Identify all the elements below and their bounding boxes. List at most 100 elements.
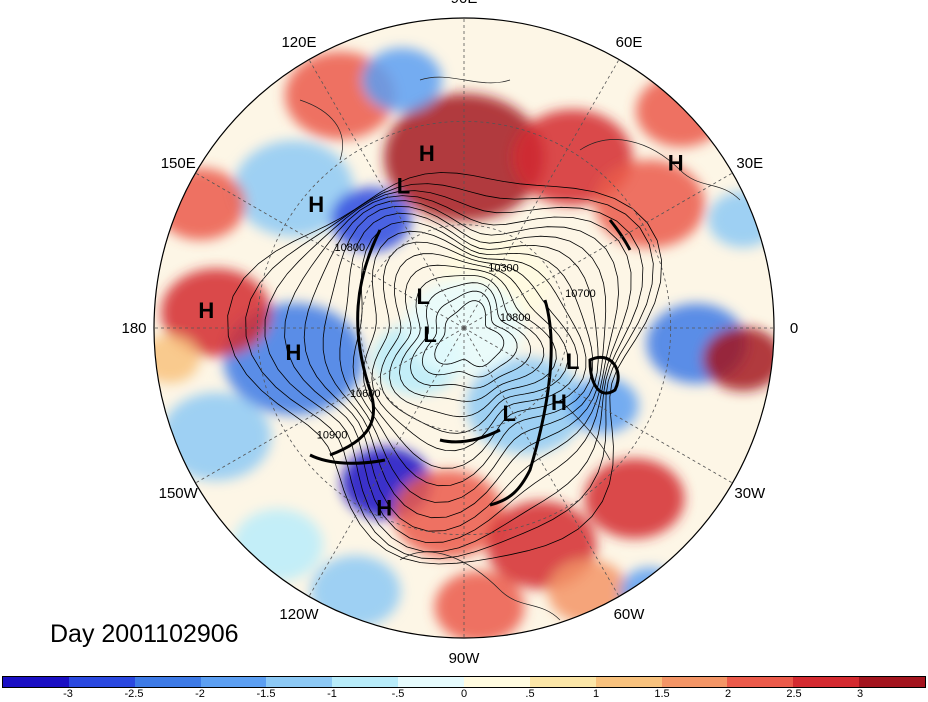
- jet-contour: [608, 219, 632, 251]
- meridian-line: [308, 327, 465, 597]
- high-pressure-label: H: [376, 495, 392, 520]
- contour-label: 10700: [565, 288, 596, 300]
- colorbar-segment: [793, 677, 860, 687]
- height-contour: [264, 190, 644, 553]
- meridian-line: [463, 327, 620, 597]
- longitude-label: 90E: [451, 0, 478, 7]
- anomaly-patch: [233, 140, 354, 237]
- low-pressure-label: L: [397, 173, 410, 198]
- colorbar-tick-label: -3: [63, 688, 73, 700]
- colorbar-segment: [595, 677, 662, 687]
- coastline: [579, 139, 741, 201]
- coastline: [419, 76, 511, 84]
- anomaly-patch: [708, 191, 774, 248]
- longitude-label: 150E: [161, 155, 196, 172]
- anomaly-patch: [568, 377, 639, 434]
- anomaly-patch: [362, 48, 442, 112]
- colorbar-segment: [727, 677, 794, 687]
- colorbar: [2, 676, 926, 688]
- high-pressure-label: H: [551, 390, 567, 415]
- height-contour: [362, 230, 587, 469]
- anomaly-patch: [393, 470, 504, 558]
- colorbar-tick-label: 0: [460, 688, 468, 700]
- colorbar-segment: [398, 677, 465, 687]
- longitude-label: 120W: [279, 606, 319, 623]
- anomaly-patch: [703, 327, 774, 391]
- height-contour: [284, 195, 632, 543]
- coastline: [299, 99, 343, 161]
- colorbar-tick-label: -1.5: [256, 688, 276, 700]
- anomaly-patch: [636, 75, 726, 147]
- anomaly-patch: [154, 335, 200, 383]
- anomaly-patch: [310, 555, 401, 628]
- height-contours: [227, 172, 663, 565]
- longitude-label: 60W: [614, 606, 646, 623]
- colorbar-segment: [266, 677, 333, 687]
- colorbar-segment: [529, 677, 596, 687]
- colorbar-tick-label: -1: [327, 688, 337, 700]
- height-contour: [339, 212, 599, 503]
- low-pressure-label: L: [423, 322, 436, 347]
- longitude-label: 90W: [449, 650, 481, 667]
- anomaly-field: [154, 18, 774, 638]
- longitude-label: 120E: [281, 34, 316, 51]
- anomaly-patch: [512, 109, 633, 206]
- anomaly-patch: [584, 458, 685, 539]
- jet-contour: [588, 355, 620, 395]
- anomaly-patch: [155, 168, 246, 240]
- height-contour: [409, 282, 532, 389]
- longitude-label: 30E: [736, 155, 763, 172]
- jet-contour: [309, 453, 386, 465]
- meridian-line: [195, 327, 465, 484]
- anomaly-patch: [595, 160, 705, 248]
- colorbar-segment: [68, 677, 135, 687]
- colorbar-tick-label: -.5: [391, 688, 405, 700]
- colorbar-tick-label: .5: [525, 688, 535, 700]
- meridian-line: [463, 59, 620, 329]
- height-contour: [245, 183, 654, 560]
- colorbar-tick-label: -2: [195, 688, 205, 700]
- meridian-line: [463, 327, 733, 484]
- high-pressure-label: H: [668, 151, 684, 176]
- anomaly-patch: [331, 187, 411, 252]
- longitude-labels: 90E 60E 30E 0 30W 60W 90W 120W 150W 180 150E 120E: [121, 0, 798, 667]
- height-contour: [380, 253, 569, 434]
- colorbar-segment: [332, 677, 399, 687]
- anomaly-patch: [434, 571, 525, 638]
- coastlines: [299, 76, 741, 621]
- longitude-label: 30W: [734, 485, 766, 502]
- high-pressure-label: H: [198, 298, 214, 323]
- low-pressure-label: L: [503, 401, 516, 426]
- high-pressure-label: H: [286, 340, 302, 365]
- low-pressure-label: L: [566, 349, 579, 374]
- colorbar-segment: [661, 677, 728, 687]
- longitude-label: 0: [790, 320, 798, 337]
- colorbar-tick-label: 3: [856, 688, 864, 700]
- height-contour: [303, 200, 619, 532]
- anomaly-patch: [233, 509, 323, 581]
- contour-label: 10800: [500, 312, 531, 324]
- colorbar-tick-label: 2.5: [786, 688, 802, 700]
- longitude-label: 180: [121, 320, 146, 337]
- contour-label: 10800: [334, 242, 365, 254]
- height-contour: [371, 241, 579, 452]
- colorbar-tick-label: 2: [724, 688, 732, 700]
- contour-label: 10300: [488, 263, 519, 275]
- anomaly-patch: [161, 392, 271, 481]
- colorbar-tick-label: 1: [592, 688, 600, 700]
- colorbar-segment: [859, 677, 926, 687]
- contour-label: 10600: [350, 388, 381, 400]
- high-pressure-label: H: [419, 141, 435, 166]
- high-pressure-label: H: [308, 192, 324, 217]
- coastline: [559, 399, 611, 461]
- lat-lon-grid: [154, 18, 774, 638]
- longitude-label: 60E: [616, 34, 643, 51]
- colorbar-tick-label: -2.5: [124, 688, 144, 700]
- meridian-line: [463, 172, 733, 329]
- colorbar-tick-label: 1.5: [654, 688, 670, 700]
- jet-contour: [439, 428, 501, 444]
- colorbar-segment: [3, 677, 69, 687]
- map-boundary: [153, 17, 775, 639]
